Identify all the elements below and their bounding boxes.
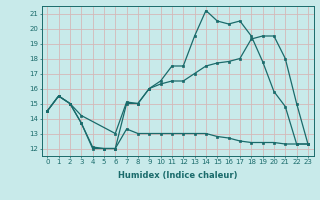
X-axis label: Humidex (Indice chaleur): Humidex (Indice chaleur) xyxy=(118,171,237,180)
